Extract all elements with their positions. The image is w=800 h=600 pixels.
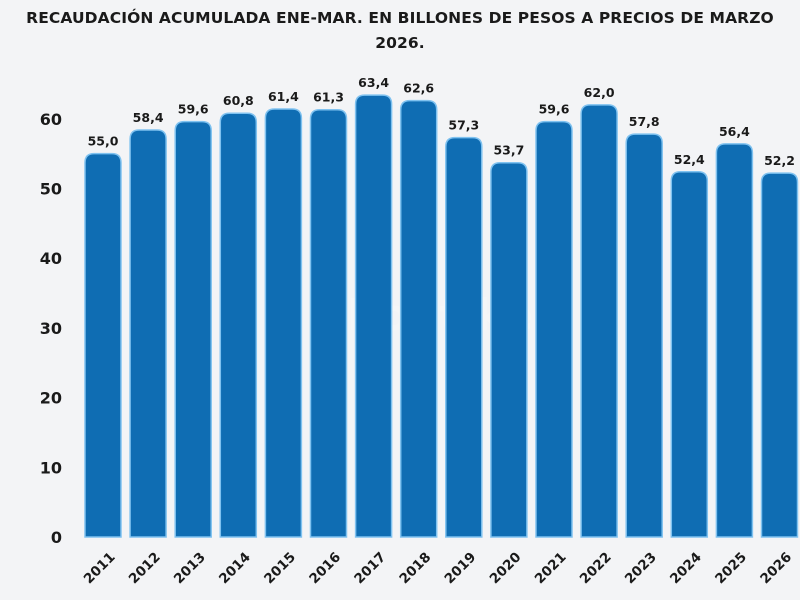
- data-label: 61,4: [268, 89, 299, 104]
- data-label: 59,6: [539, 102, 570, 117]
- y-tick-label: 40: [40, 249, 62, 268]
- bar-2023: [625, 133, 663, 538]
- y-tick-label: 60: [40, 110, 62, 129]
- data-label: 61,3: [313, 90, 344, 105]
- data-label: 52,2: [764, 153, 795, 168]
- data-label: 62,6: [403, 81, 434, 96]
- bar-2017: [354, 94, 393, 538]
- y-tick-label: 10: [40, 458, 62, 477]
- data-label: 52,4: [674, 152, 705, 167]
- bar-2014: [219, 112, 258, 538]
- data-label: 58,4: [133, 110, 164, 125]
- x-tick-label: 2023: [622, 549, 660, 587]
- x-tick-label: 2024: [667, 549, 705, 587]
- bar-2026: [760, 172, 799, 538]
- data-label: 56,4: [719, 124, 750, 139]
- bar-2015: [264, 108, 303, 538]
- bar-2012: [129, 129, 167, 538]
- bar-2024: [670, 171, 709, 538]
- bar-2011: [84, 152, 122, 538]
- y-tick-label: 30: [40, 319, 62, 338]
- y-tick-label: 20: [40, 389, 62, 408]
- x-tick-label: 2026: [757, 549, 795, 587]
- x-tick-label: 2012: [126, 549, 164, 587]
- data-label: 55,0: [88, 134, 119, 149]
- y-tick-label: 50: [40, 180, 62, 199]
- x-tick-label: 2018: [396, 549, 434, 587]
- x-tick-label: 2015: [261, 549, 299, 587]
- x-tick-label: 2022: [577, 549, 615, 587]
- x-tick-label: 2019: [442, 549, 480, 587]
- data-label: 57,8: [629, 114, 660, 129]
- data-label: 63,4: [358, 75, 389, 90]
- x-tick-label: 2013: [171, 549, 209, 587]
- x-tick-label: 2017: [351, 549, 389, 587]
- bar-2025: [715, 143, 754, 538]
- bar-2018: [399, 99, 438, 538]
- bar-2019: [445, 136, 483, 538]
- bar-2022: [580, 104, 618, 538]
- data-label: 57,3: [448, 118, 479, 133]
- x-tick-label: 2021: [532, 549, 570, 587]
- data-label: 60,8: [223, 93, 254, 108]
- bar-2016: [309, 108, 348, 538]
- data-label: 59,6: [178, 102, 209, 117]
- bar-2020: [490, 161, 528, 538]
- data-label: 62,0: [584, 85, 615, 100]
- data-label: 53,7: [493, 143, 524, 158]
- x-tick-label: 2020: [487, 549, 525, 587]
- x-tick-label: 2025: [712, 549, 750, 587]
- x-tick-label: 2014: [216, 549, 254, 587]
- x-tick-label: 2016: [306, 549, 344, 587]
- y-tick-label: 0: [51, 528, 62, 547]
- chart-title: RECAUDACIÓN ACUMULADA ENE-MAR. EN BILLON…: [26, 9, 774, 52]
- bar-2021: [535, 120, 573, 538]
- bar-2013: [174, 120, 212, 538]
- x-tick-label: 2011: [81, 549, 119, 587]
